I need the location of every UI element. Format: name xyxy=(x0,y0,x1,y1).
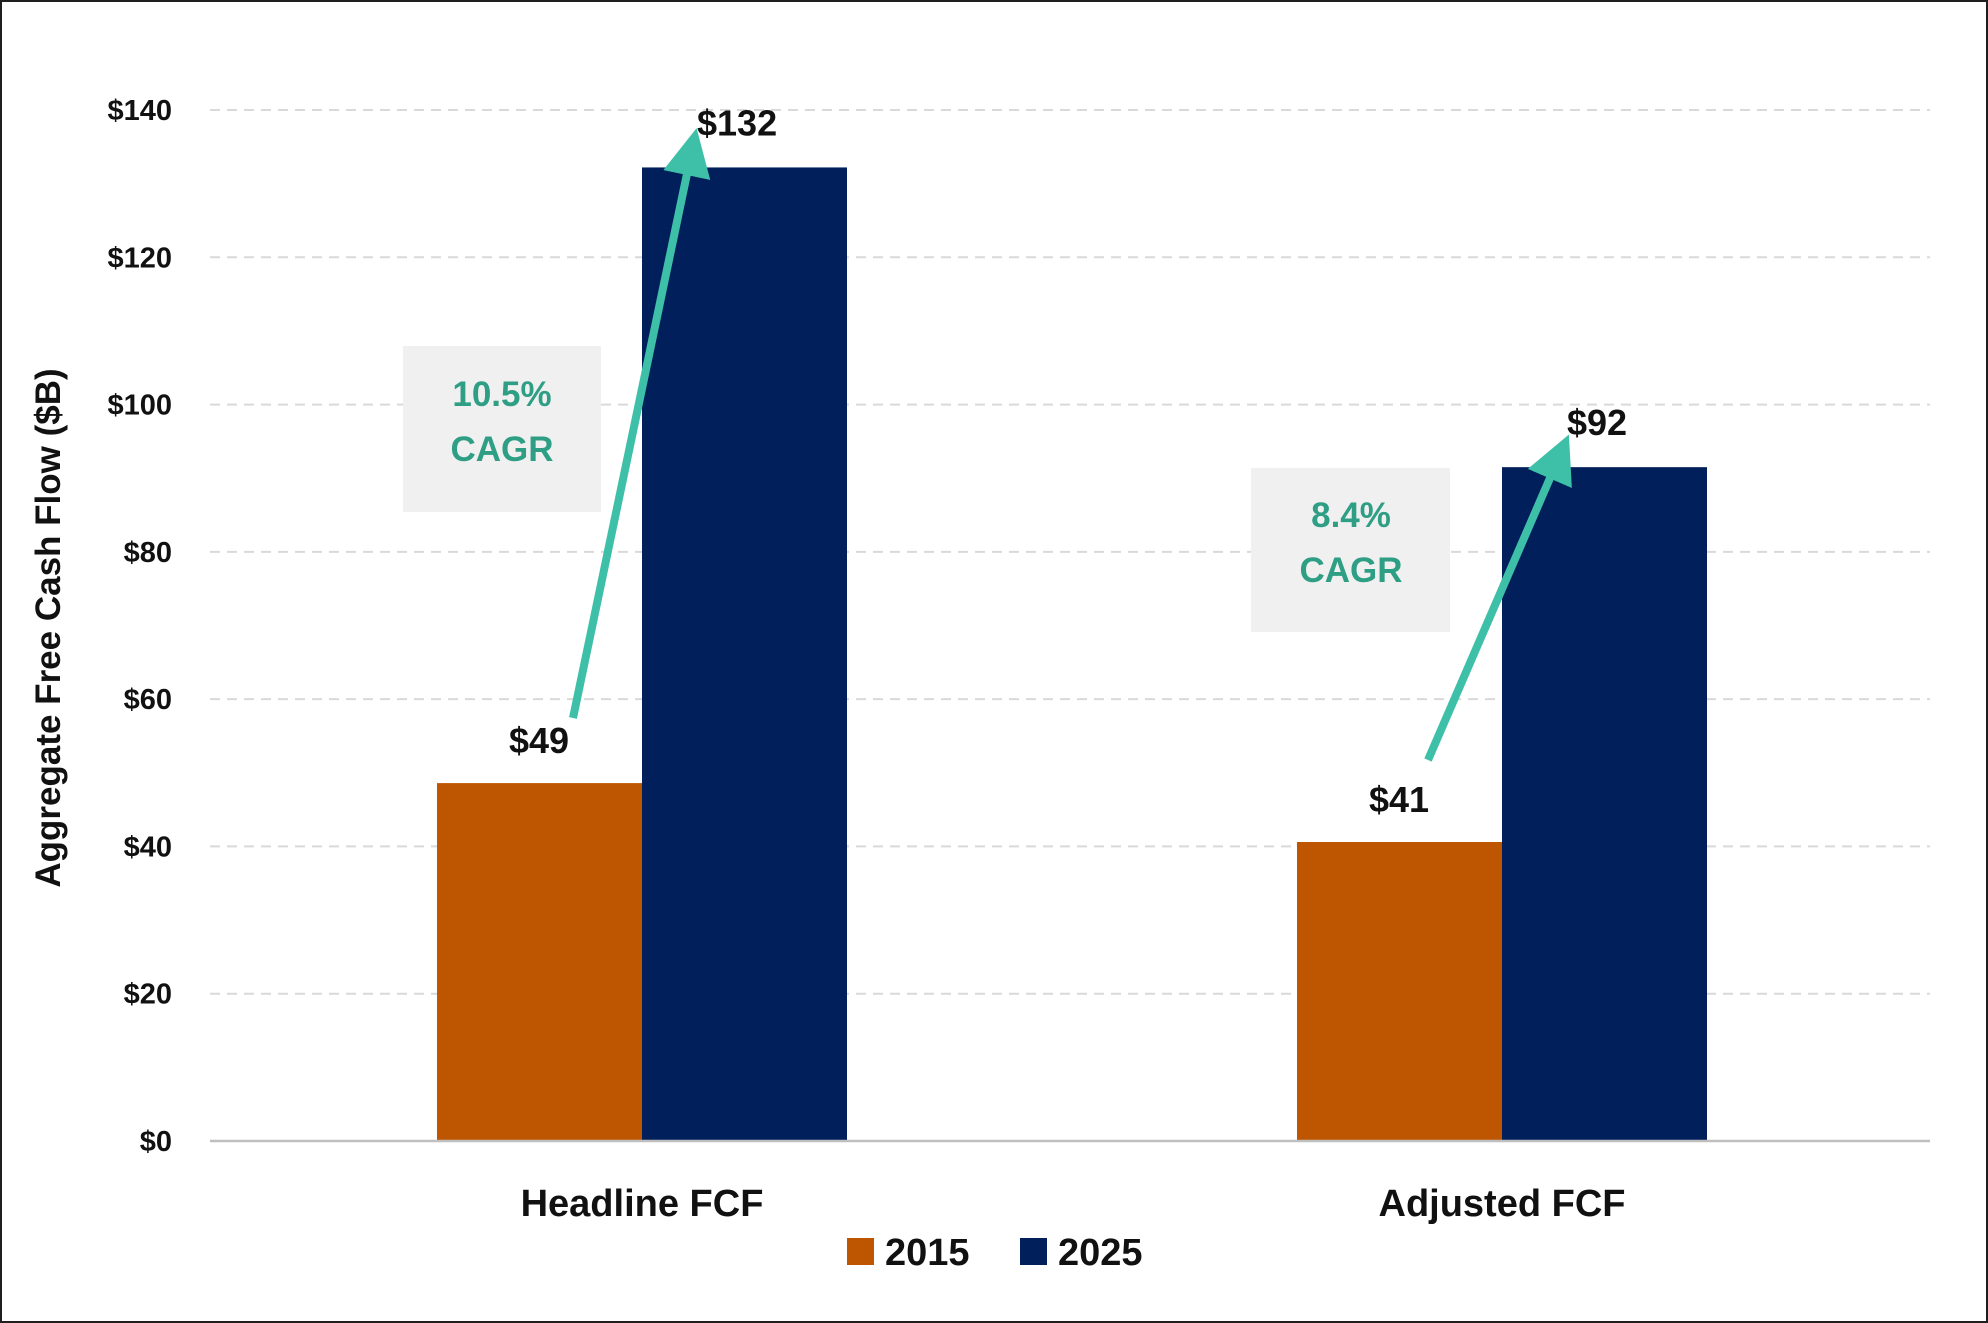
data-label: $49 xyxy=(509,720,569,761)
bar-2015-headline-fcf xyxy=(437,783,642,1141)
cagr-box xyxy=(403,346,601,512)
data-label: $41 xyxy=(1369,779,1429,820)
cagr-rate: 8.4% xyxy=(1311,496,1391,535)
bar-2025-headline-fcf xyxy=(642,167,847,1142)
y-tick-label: $0 xyxy=(140,1126,172,1158)
growth-arrow xyxy=(1424,434,1572,762)
category-label: Adjusted FCF xyxy=(1379,1183,1626,1225)
legend-swatch-2015 xyxy=(847,1238,874,1265)
cagr-rate: 10.5% xyxy=(452,375,551,414)
legend-label-2015: 2015 xyxy=(885,1232,970,1274)
y-tick-label: $80 xyxy=(124,537,172,569)
cagr-label: CAGR xyxy=(450,430,553,469)
y-tick-label: $120 xyxy=(107,242,172,274)
y-axis-title: Aggregate Free Cash Flow ($B) xyxy=(29,368,68,887)
cagr-label: CAGR xyxy=(1299,551,1402,590)
y-tick-label: $40 xyxy=(124,831,172,863)
cagr-box xyxy=(1251,468,1450,632)
bar-2025-adjusted-fcf xyxy=(1502,467,1707,1141)
legend-label-2025: 2025 xyxy=(1058,1232,1143,1274)
bar-2015-adjusted-fcf xyxy=(1297,842,1502,1141)
y-tick-label: $140 xyxy=(107,95,172,127)
legend: 2015 2025 xyxy=(847,1232,1143,1274)
y-tick-label: $100 xyxy=(107,390,172,422)
growth-arrow xyxy=(569,128,711,719)
data-label: $132 xyxy=(697,102,777,143)
y-tick-label: $60 xyxy=(124,684,172,716)
data-label: $92 xyxy=(1567,402,1627,443)
legend-swatch-2025 xyxy=(1020,1238,1047,1265)
y-tick-label: $20 xyxy=(124,979,172,1011)
category-label: Headline FCF xyxy=(521,1183,764,1225)
